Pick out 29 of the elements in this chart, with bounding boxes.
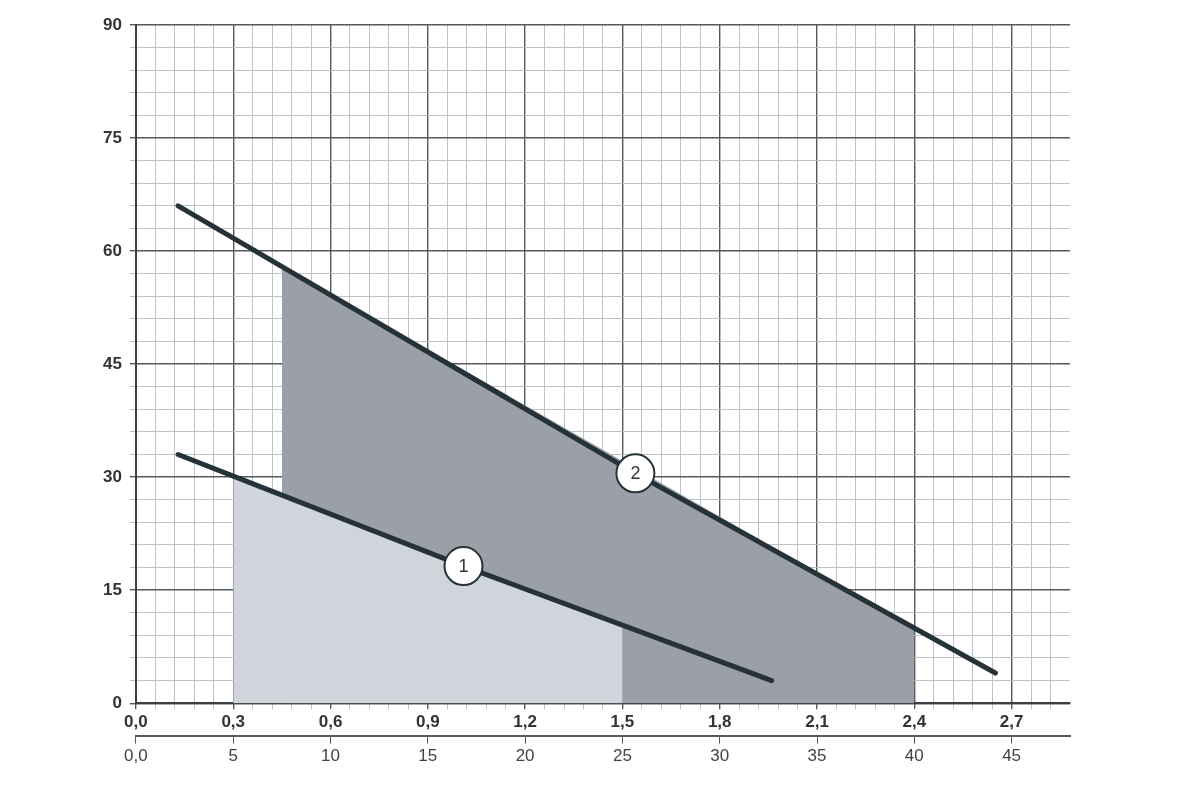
y-tick-label: 90 [102,14,122,34]
y-tick-label: 60 [102,240,122,260]
x2-tick-label: 40 [904,746,924,766]
x-tick-label: 2,1 [805,712,829,732]
x-tick-label: 1,5 [610,712,635,732]
x2-tick-label: 0,0 [124,746,148,766]
x2-tick-label: 30 [710,746,730,766]
x2-tick-label: 25 [612,746,632,766]
x-tick-label: 0,0 [124,712,148,732]
x2-tick-label: 15 [418,746,438,766]
series-label: 1 [458,556,469,577]
y-tick-label: 15 [102,579,122,599]
x-tick-label: 0,9 [415,712,440,732]
x-tick-label: 1,8 [707,712,732,732]
x-tick-label: 1,2 [513,712,537,732]
x2-tick-label: 45 [1002,746,1022,766]
y-tick-label: 45 [102,353,122,373]
x-tick-label: 0,3 [221,712,246,732]
x2-tick-label: 5 [228,746,238,766]
x-tick-label: 0,6 [318,712,343,732]
y-tick-label: 30 [102,466,122,486]
x-tick-label: 2,7 [999,712,1024,732]
x2-tick-label: 35 [807,746,827,766]
x2-tick-label: 20 [515,746,535,766]
y-tick-label: 75 [102,127,122,147]
series-label: 2 [630,463,641,484]
x2-tick-label: 10 [321,746,340,766]
y-tick-label: 0 [112,692,122,712]
x-tick-label: 2,4 [902,712,927,732]
